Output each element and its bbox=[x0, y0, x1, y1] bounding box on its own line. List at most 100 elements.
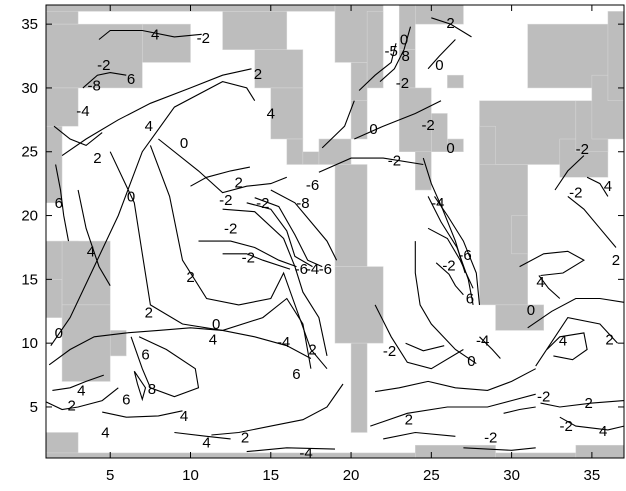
contour-label-22: -6 bbox=[319, 261, 332, 278]
contour-label-34: 4 bbox=[101, 424, 109, 441]
contour-label-48: 0 bbox=[369, 121, 377, 138]
contour-line-23 bbox=[211, 383, 344, 436]
contour-line-0 bbox=[50, 81, 256, 347]
y-tick-label-5: 5 bbox=[30, 399, 38, 416]
contour-line-7 bbox=[109, 151, 312, 369]
land-region-4 bbox=[45, 87, 79, 127]
land-region-31 bbox=[431, 113, 448, 152]
contour-line-10 bbox=[190, 166, 251, 187]
contour-label-19: -2 bbox=[242, 250, 255, 267]
contour-label-51: 0 bbox=[446, 140, 454, 157]
contour-line-1 bbox=[61, 68, 252, 157]
y-tick-label-30: 30 bbox=[21, 80, 38, 97]
contour-label-4: -8 bbox=[87, 77, 100, 94]
contour-label-39: 2 bbox=[308, 342, 316, 359]
land-region-13 bbox=[270, 87, 304, 140]
contour-label-24: 2 bbox=[186, 269, 194, 286]
contour-label-47: 0 bbox=[435, 57, 443, 74]
contour-line-32 bbox=[321, 100, 355, 149]
contour-line-24 bbox=[246, 447, 336, 453]
contour-label-67: -2 bbox=[576, 141, 589, 158]
contour-label-70: 2 bbox=[585, 395, 593, 412]
contour-line-12 bbox=[198, 240, 297, 268]
contour-line-8 bbox=[149, 145, 328, 370]
land-region-43 bbox=[45, 452, 625, 459]
contour-line-51 bbox=[519, 250, 585, 277]
land-region-29 bbox=[447, 74, 464, 89]
contour-label-68: 4 bbox=[604, 178, 612, 195]
contour-label-41: -4 bbox=[277, 334, 290, 351]
contour-label-8: 2 bbox=[93, 150, 101, 167]
contour-label-58: 0 bbox=[467, 353, 475, 370]
contour-line-41 bbox=[375, 368, 536, 393]
contour-label-25: 2 bbox=[145, 305, 153, 322]
land-region-37 bbox=[511, 215, 528, 255]
contour-line-2 bbox=[98, 29, 202, 40]
contour-line-44 bbox=[383, 431, 456, 440]
contour-line-18 bbox=[130, 336, 200, 398]
contour-label-20: -6 bbox=[295, 261, 308, 278]
contour-label-12: -2 bbox=[219, 192, 232, 209]
contour-label-15: -6 bbox=[306, 177, 319, 194]
contour-label-26: 0 bbox=[212, 316, 220, 333]
contour-label-21: -4 bbox=[306, 261, 319, 278]
contour-line-56 bbox=[559, 416, 625, 431]
contour-line-43 bbox=[479, 336, 501, 359]
contour-label-17: 4 bbox=[267, 105, 275, 122]
contour-line-17 bbox=[48, 327, 312, 366]
contour-line-29 bbox=[427, 39, 456, 70]
contour-line-9 bbox=[158, 138, 288, 194]
contour-line-21 bbox=[45, 387, 119, 411]
contour-label-23: 4 bbox=[87, 243, 95, 260]
contour-label-13: -2 bbox=[256, 195, 269, 212]
contour-label-55: 6 bbox=[466, 290, 474, 307]
x-tick-label-35: 35 bbox=[584, 467, 601, 484]
contour-label-71: -2 bbox=[560, 418, 573, 435]
land-region-17 bbox=[350, 62, 368, 101]
contour-label-61: 0 bbox=[527, 302, 535, 319]
contour-label-30: 8 bbox=[148, 381, 156, 398]
contour-label-43: 0 bbox=[400, 31, 408, 48]
contour-line-49 bbox=[535, 316, 619, 367]
contour-label-3: 6 bbox=[127, 71, 135, 88]
contour-line-13 bbox=[222, 253, 291, 270]
y-tick-label-25: 25 bbox=[21, 144, 38, 161]
x-tick-label-10: 10 bbox=[182, 467, 199, 484]
contour-line-28 bbox=[431, 17, 472, 38]
contour-line-6 bbox=[77, 189, 111, 286]
y-tick-label-15: 15 bbox=[21, 271, 38, 288]
contour-label-64: 2 bbox=[612, 252, 620, 269]
contour-label-60: -2 bbox=[484, 430, 497, 447]
contour-label-45: -2 bbox=[396, 75, 409, 92]
contour-label-50: -2 bbox=[388, 153, 401, 170]
land-region-41 bbox=[607, 11, 625, 101]
land-region-12 bbox=[254, 49, 304, 89]
contour-label-63: 4 bbox=[536, 274, 544, 291]
contour-line-4 bbox=[53, 125, 103, 147]
contour-line-47 bbox=[503, 406, 536, 414]
contour-line-42 bbox=[370, 393, 536, 427]
contour-line-26 bbox=[379, 26, 412, 83]
land-mask-layer bbox=[45, 4, 625, 459]
contour-label-44: 8 bbox=[401, 48, 409, 65]
plot-frame bbox=[45, 4, 625, 459]
contour-label-36: 4 bbox=[202, 435, 210, 452]
land-region-28 bbox=[415, 151, 432, 191]
contour-line-55 bbox=[554, 155, 585, 191]
contour-label-6: 4 bbox=[145, 118, 153, 135]
land-region-44 bbox=[415, 444, 496, 459]
land-region-7 bbox=[45, 279, 63, 318]
contour-label-29: 6 bbox=[141, 347, 149, 364]
contour-label-37: 2 bbox=[241, 430, 249, 447]
x-tick-label-5: 5 bbox=[106, 467, 114, 484]
contour-line-46 bbox=[540, 400, 625, 408]
contour-lines-layer bbox=[45, 17, 625, 453]
contour-line-31 bbox=[318, 157, 424, 173]
contour-line-35 bbox=[422, 157, 466, 274]
contour-line-16 bbox=[270, 189, 338, 261]
contour-label-7: 0 bbox=[180, 135, 188, 152]
contour-label-31: 6 bbox=[122, 391, 130, 408]
contour-line-27 bbox=[358, 43, 397, 91]
contour-line-5 bbox=[55, 164, 70, 242]
